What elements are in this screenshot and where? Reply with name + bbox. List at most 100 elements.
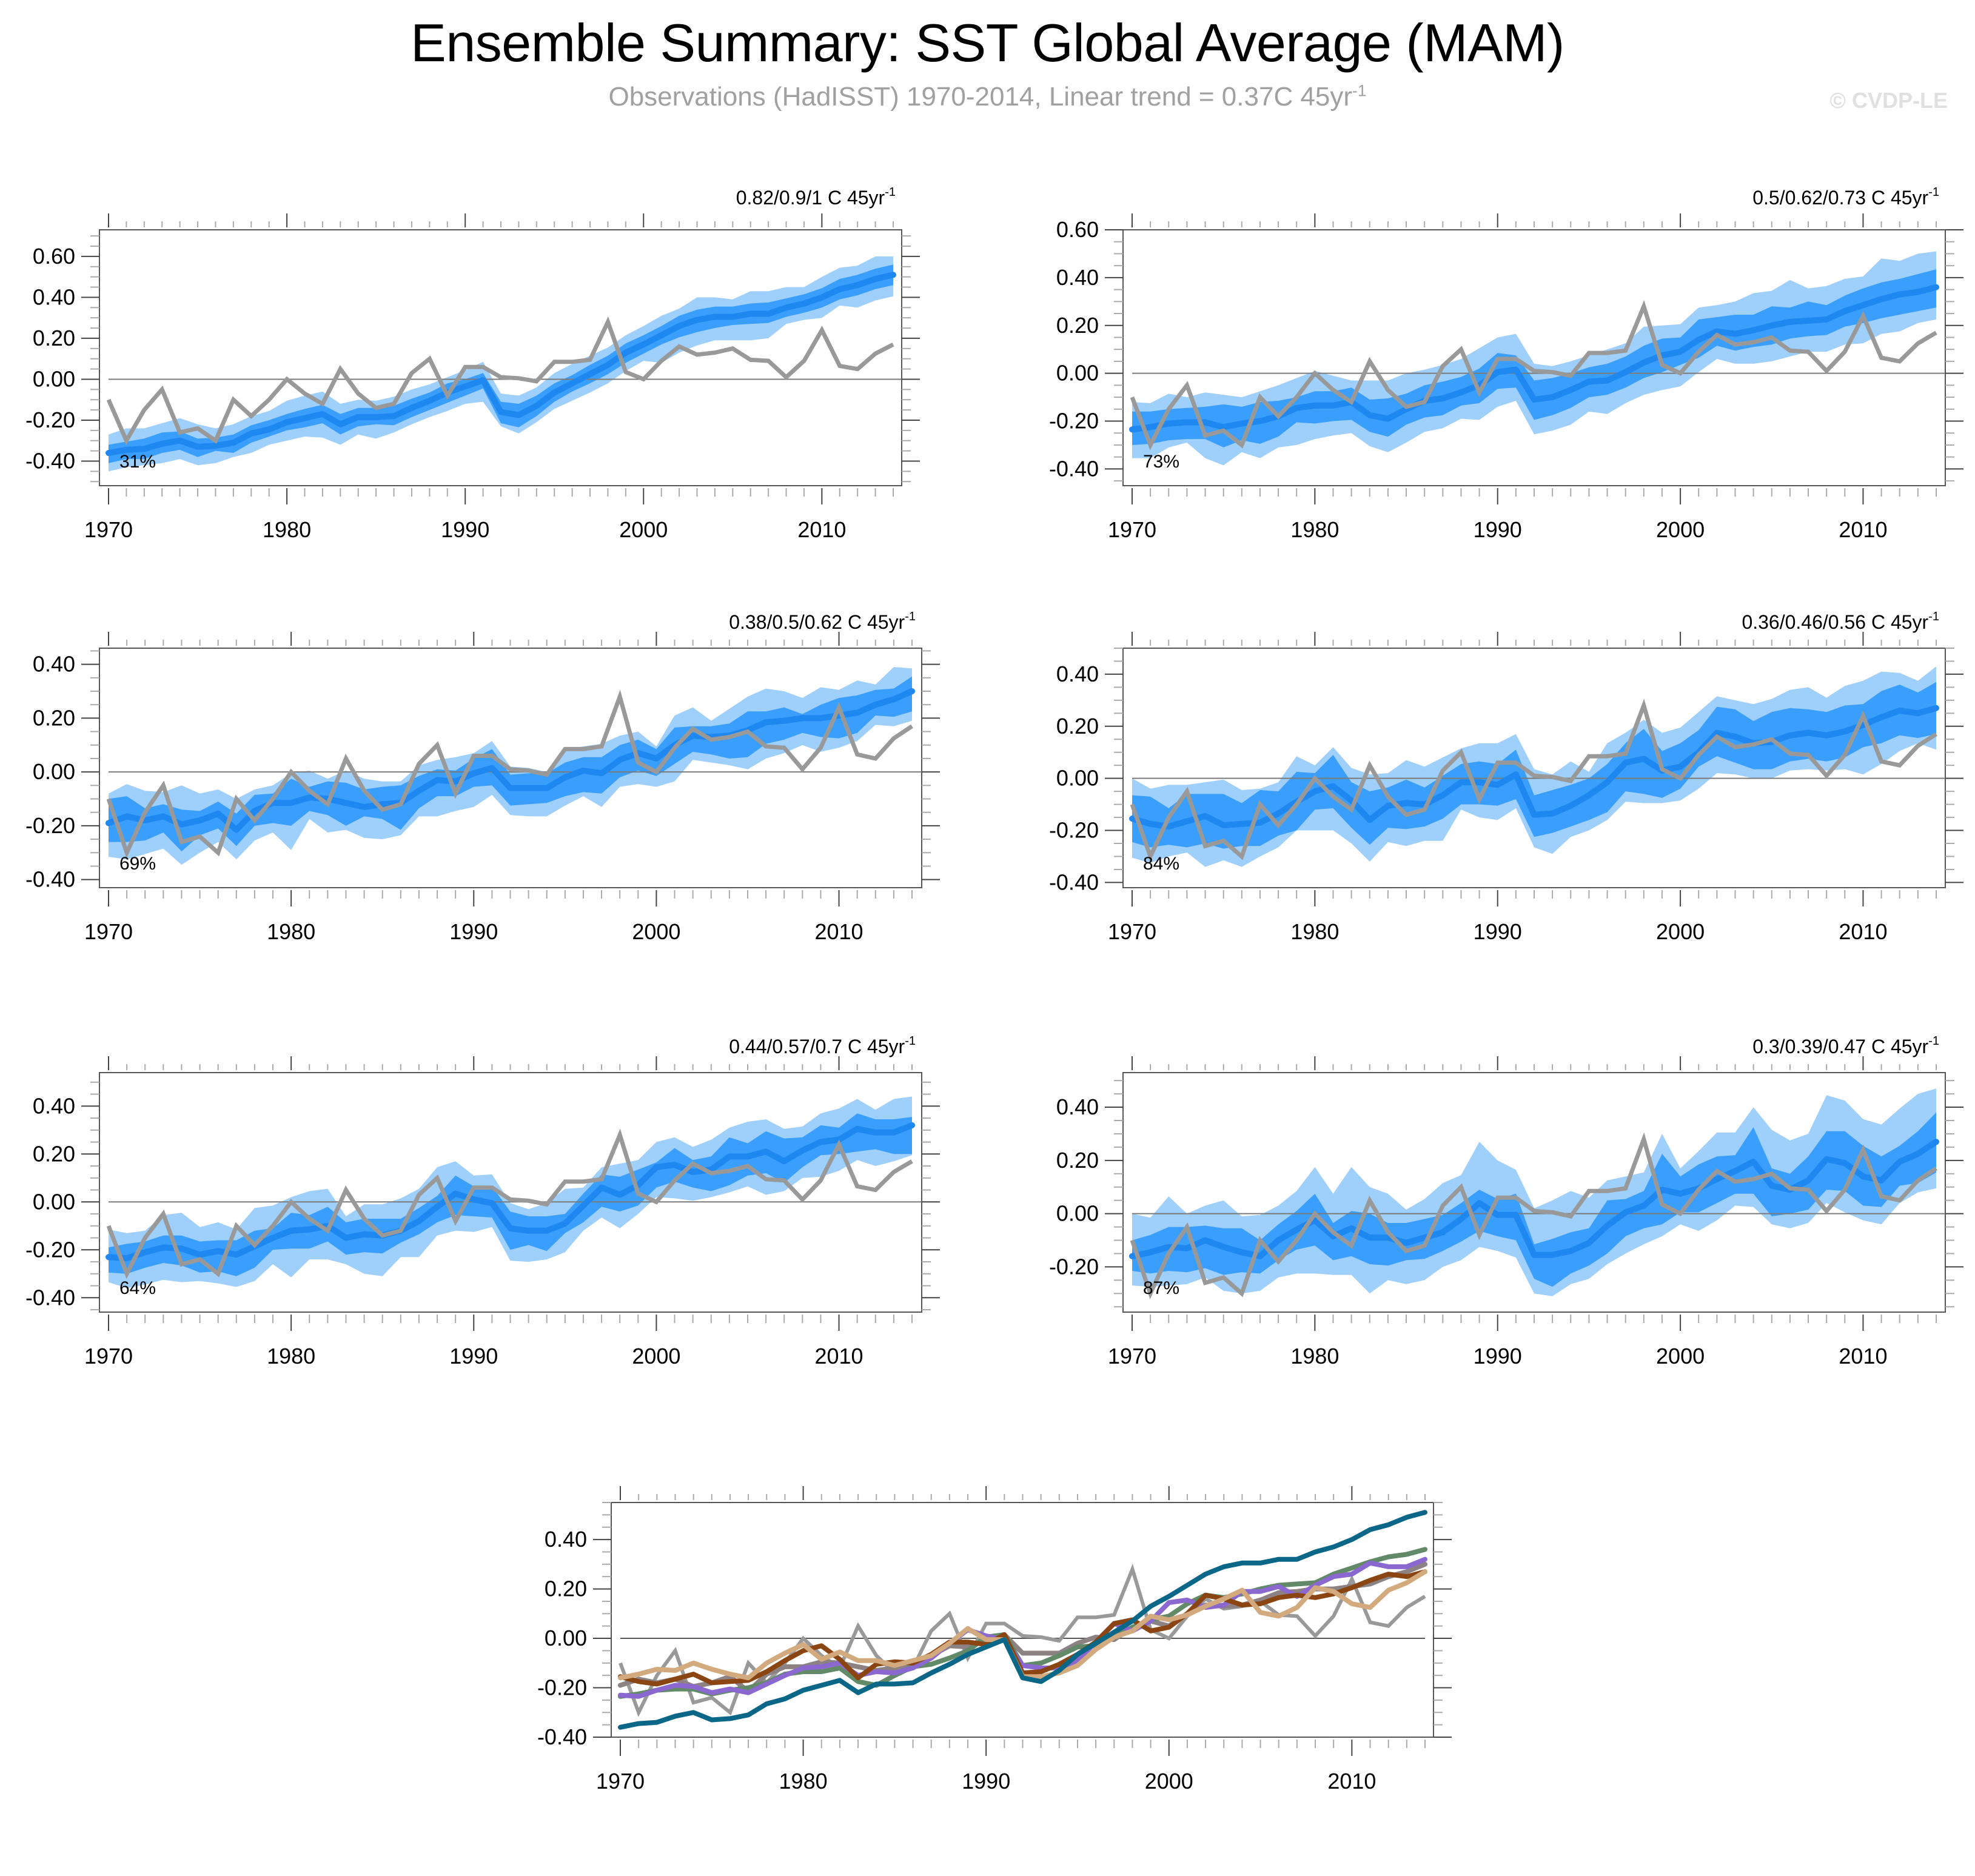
x-tick-label: 1980 xyxy=(263,517,311,542)
panel-cnrm-cm6-1: 0.38/0.5/0.62 C 45yr-1 1970 1980 1990 2000 20… xyxy=(25,610,940,944)
inner-spread-band xyxy=(1132,682,1936,849)
outer-spread-band xyxy=(109,667,912,865)
trend-label: 0.82/0.9/1 C 45yr-1 xyxy=(736,186,896,209)
inner-spread-band xyxy=(109,264,893,463)
percent-rank-label: 31% xyxy=(119,452,156,472)
y-tick-label: 0.00 xyxy=(1056,766,1099,791)
observations-line xyxy=(1130,698,1937,862)
y-tick-label: -0.20 xyxy=(1049,409,1099,434)
x-tick-label: 2010 xyxy=(797,517,846,542)
trend-text: 0.3/0.39/0.47 C 45yr xyxy=(1752,1036,1928,1057)
x-tick-label: 2000 xyxy=(632,919,680,944)
x-tick-label: 2000 xyxy=(619,517,668,542)
trend-superscript: -1 xyxy=(885,186,896,199)
inner-spread-band xyxy=(1132,1112,1936,1287)
summary-line-canesm5 xyxy=(618,1510,1427,1730)
y-tick-label: 0.20 xyxy=(33,326,75,350)
x-tick-label: 1970 xyxy=(1108,517,1156,542)
summary-line-ipsl-cm6a-lr xyxy=(618,1556,1427,1699)
y-tick-label: 0.20 xyxy=(1056,1148,1099,1173)
y-tick-label: 0.40 xyxy=(1056,265,1099,290)
x-tick-label: 2010 xyxy=(1839,919,1887,944)
subtitle-superscript: -1 xyxy=(1352,81,1367,100)
summary-observations-line xyxy=(619,1563,1426,1717)
y-tick-label: 0.00 xyxy=(33,759,75,784)
trend-label: 0.36/0.46/0.56 C 45yr-1 xyxy=(1742,610,1939,633)
x-tick-label: 2000 xyxy=(1656,919,1705,944)
x-tick-label: 2010 xyxy=(814,919,863,944)
summary-x-tick-label: 2000 xyxy=(1145,1769,1193,1794)
trend-text: 0.36/0.46/0.56 C 45yr xyxy=(1742,611,1928,633)
percent-rank-label: 84% xyxy=(1143,854,1179,874)
y-tick-label: 0.60 xyxy=(33,244,75,269)
y-tick-label: -0.20 xyxy=(1049,818,1099,843)
percent-rank-label: 87% xyxy=(1143,1278,1179,1298)
panel-cesm2: 0.5/0.62/0.73 C 45yr-1 1970 1980 1990 2000 20… xyxy=(1049,186,1963,542)
x-tick-label: 1970 xyxy=(84,517,133,542)
percent-rank-label: 64% xyxy=(119,1278,156,1298)
watermark: © CVDP-LE xyxy=(1829,88,1948,113)
y-tick-label: 0.40 xyxy=(33,652,75,677)
x-tick-label: 2010 xyxy=(1839,1344,1887,1368)
ensemble-mean-line xyxy=(106,688,915,833)
summary-plot-frame xyxy=(611,1502,1434,1738)
x-tick-label: 1980 xyxy=(1290,1344,1339,1368)
y-tick-label: 0.40 xyxy=(33,284,75,309)
x-tick-label: 1990 xyxy=(1474,517,1522,542)
trend-text: 0.44/0.57/0.7 C 45yr xyxy=(729,1036,905,1057)
ensemble-mean-line xyxy=(1129,284,1939,433)
x-tick-label: 1990 xyxy=(441,517,489,542)
trend-label: 0.38/0.5/0.62 C 45yr-1 xyxy=(729,610,916,633)
y-tick-label: 0.00 xyxy=(33,1189,75,1214)
panel-canesm5: 0.82/0.9/1 C 45yr-1 1970 1980 1990 2000 2010 -… xyxy=(25,186,920,542)
trend-text: 0.82/0.9/1 C 45yr xyxy=(736,187,885,209)
x-tick-label: 2010 xyxy=(1839,517,1887,542)
panel-ipsl-cm6a-lr: 0.44/0.57/0.7 C 45yr-1 1970 1980 1990 2000 20… xyxy=(25,1034,940,1368)
x-tick-label: 1990 xyxy=(449,919,498,944)
y-tick-label: 0.40 xyxy=(33,1093,75,1118)
y-tick-label: -0.40 xyxy=(1049,456,1099,481)
trend-superscript: -1 xyxy=(1928,1034,1939,1048)
summary-y-tick-label: 0.00 xyxy=(545,1626,587,1650)
y-tick-label: -0.40 xyxy=(25,1285,75,1310)
trend-superscript: -1 xyxy=(1928,610,1939,623)
y-tick-label: -0.40 xyxy=(25,448,75,473)
y-tick-label: 0.00 xyxy=(1056,1201,1099,1226)
ensemble-mean-line xyxy=(1129,1139,1939,1259)
inner-spread-band xyxy=(109,676,912,852)
summary-y-tick-label: 0.40 xyxy=(545,1527,587,1552)
x-tick-label: 1970 xyxy=(84,919,133,944)
subtitle-text: Observations (HadISST) 1970-2014, Linear… xyxy=(608,82,1353,112)
observations-line xyxy=(1130,300,1937,451)
figure-subtitle: Observations (HadISST) 1970-2014, Linear… xyxy=(0,82,1975,112)
y-tick-label: 0.60 xyxy=(1056,217,1099,242)
x-tick-label: 1980 xyxy=(1290,517,1339,542)
x-tick-label: 2010 xyxy=(814,1344,863,1368)
x-tick-label: 2000 xyxy=(632,1344,680,1368)
y-tick-label: 0.20 xyxy=(33,1141,75,1166)
trend-label: 0.44/0.57/0.7 C 45yr-1 xyxy=(729,1034,916,1057)
trend-superscript: -1 xyxy=(905,1034,916,1048)
y-tick-label: -0.20 xyxy=(25,813,75,838)
summary-x-tick-label: 1990 xyxy=(962,1769,1010,1794)
summary-y-tick-label: 0.20 xyxy=(545,1576,587,1601)
y-tick-label: -0.40 xyxy=(25,867,75,892)
x-tick-label: 1970 xyxy=(84,1344,133,1368)
x-tick-label: 1980 xyxy=(267,919,315,944)
ensemble-mean-line xyxy=(106,272,896,456)
x-tick-label: 1990 xyxy=(1474,919,1522,944)
observations-line xyxy=(106,689,913,859)
percent-rank-label: 69% xyxy=(119,854,156,874)
trend-label: 0.5/0.62/0.73 C 45yr-1 xyxy=(1752,186,1939,209)
x-tick-label: 2000 xyxy=(1656,517,1705,542)
x-tick-label: 1980 xyxy=(267,1344,315,1368)
percent-rank-label: 73% xyxy=(1143,452,1179,472)
trend-superscript: -1 xyxy=(905,610,916,623)
x-tick-label: 1980 xyxy=(1290,919,1339,944)
x-tick-label: 1970 xyxy=(1108,919,1156,944)
y-tick-label: -0.20 xyxy=(1049,1254,1099,1279)
x-tick-label: 1970 xyxy=(1108,1344,1156,1368)
figure-title: Ensemble Summary: SST Global Average (MA… xyxy=(411,13,1564,73)
y-tick-label: 0.40 xyxy=(1056,662,1099,686)
